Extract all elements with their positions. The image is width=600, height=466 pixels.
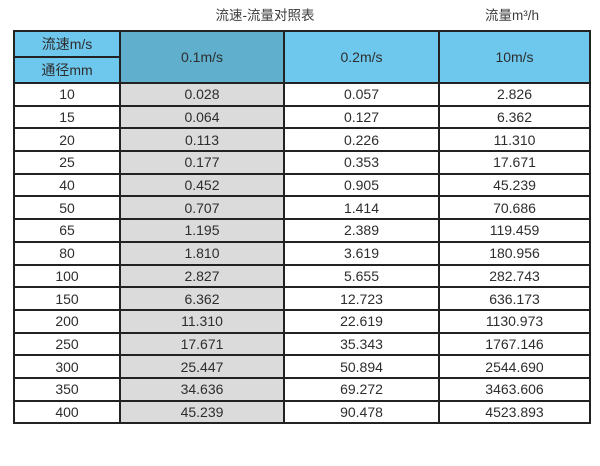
flow-value-cell: 12.723	[283, 286, 440, 311]
table-body: 10 0.028 0.057 2.826 15 0.064 0.127 6.362 20 0.11…	[13, 82, 591, 425]
flow-value-cell: 3463.606	[438, 376, 591, 402]
diameter-cell: 400	[13, 399, 121, 425]
flow-value-cell: 11.310	[438, 127, 591, 153]
table-row: 20 0.113 0.226 11.310	[13, 127, 591, 153]
flow-value-cell: 1.195	[119, 218, 285, 243]
diameter-cell: 350	[13, 376, 121, 402]
table-row: 25 0.177 0.353 17.671	[13, 150, 591, 175]
flow-value-cell: 90.478	[283, 399, 440, 425]
flow-unit-label: 流量m³/h	[485, 8, 539, 23]
table-row: 250 17.671 35.343 1767.146	[13, 331, 591, 357]
column-header-0-2ms: 0.2m/s	[283, 30, 440, 84]
flow-value-cell: 6.362	[438, 104, 591, 130]
table-row: 200 11.310 22.619 1130.973	[13, 308, 591, 334]
flow-value-cell: 0.028	[119, 82, 285, 107]
flow-value-cell: 636.173	[438, 286, 591, 311]
diameter-cell: 80	[13, 240, 121, 266]
header-row-bottom: 通径mm	[13, 56, 590, 84]
flow-value-cell: 5.655	[283, 263, 440, 289]
flow-value-cell: 0.226	[283, 127, 440, 153]
flow-value-cell: 70.686	[438, 195, 591, 221]
diameter-cell: 10	[13, 82, 121, 107]
flow-value-cell: 0.707	[119, 195, 285, 221]
flow-value-cell: 17.671	[119, 331, 285, 357]
diameter-cell: 25	[13, 150, 121, 175]
flow-table-page: 流速-流量对照表 流量m³/h 流速m/s 0.1m/s 0.2m/s 10m/…	[0, 0, 600, 425]
flow-value-cell: 0.057	[283, 82, 440, 107]
flow-value-cell: 282.743	[438, 263, 591, 289]
diameter-cell: 100	[13, 263, 121, 289]
column-header-0-1ms: 0.1m/s	[119, 30, 285, 84]
diameter-cell: 150	[13, 286, 121, 311]
diameter-cell: 40	[13, 172, 121, 198]
flow-value-cell: 0.064	[119, 104, 285, 130]
table-row: 15 0.064 0.127 6.362	[13, 104, 591, 130]
table-row: 40 0.452 0.905 45.239	[13, 172, 591, 198]
flow-value-cell: 11.310	[119, 308, 285, 334]
flow-value-cell: 35.343	[283, 331, 440, 357]
flow-value-cell: 45.239	[119, 399, 285, 425]
flow-value-cell: 0.905	[283, 172, 440, 198]
flow-value-cell: 45.239	[438, 172, 591, 198]
flow-value-cell: 22.619	[283, 308, 440, 334]
table-row: 80 1.810 3.619 180.956	[13, 240, 591, 266]
flow-value-cell: 50.894	[283, 354, 440, 379]
flow-value-cell: 0.113	[119, 127, 285, 153]
flow-value-cell: 17.671	[438, 150, 591, 175]
flow-value-cell: 0.452	[119, 172, 285, 198]
table-title: 流速-流量对照表	[215, 8, 315, 23]
table-row: 50 0.707 1.414 70.686	[13, 195, 591, 221]
table-row: 400 45.239 90.478 4523.893	[13, 399, 591, 425]
diameter-cell: 65	[13, 218, 121, 243]
table-row: 150 6.362 12.723 636.173	[13, 286, 591, 311]
flow-value-cell: 2.827	[119, 263, 285, 289]
flow-value-cell: 2544.690	[438, 354, 591, 379]
flow-value-cell: 1.810	[119, 240, 285, 266]
flow-value-cell: 3.619	[283, 240, 440, 266]
diameter-cell: 15	[13, 104, 121, 130]
diameter-cell: 20	[13, 127, 121, 153]
flow-comparison-table: 流速m/s 0.1m/s 0.2m/s 10m/s 通径mm 10 0.028 0.…	[13, 30, 591, 425]
flow-value-cell: 6.362	[119, 286, 285, 311]
flow-value-cell: 0.127	[283, 104, 440, 130]
flow-value-cell: 119.459	[438, 218, 591, 243]
table-row: 10 0.028 0.057 2.826	[13, 82, 591, 107]
corner-label-velocity: 流速m/s	[13, 30, 121, 58]
flow-value-cell: 4523.893	[438, 399, 591, 425]
table-row: 300 25.447 50.894 2544.690	[13, 354, 591, 379]
flow-value-cell: 0.353	[283, 150, 440, 175]
table-header: 流速m/s 0.1m/s 0.2m/s 10m/s 通径mm	[13, 30, 591, 84]
flow-value-cell: 0.177	[119, 150, 285, 175]
flow-value-cell: 2.389	[283, 218, 440, 243]
flow-value-cell: 1130.973	[438, 308, 591, 334]
table-row: 350 34.636 69.272 3463.606	[13, 376, 591, 402]
flow-value-cell: 25.447	[119, 354, 285, 379]
diameter-cell: 200	[13, 308, 121, 334]
diameter-cell: 300	[13, 354, 121, 379]
corner-label-diameter: 通径mm	[13, 56, 121, 84]
diameter-cell: 50	[13, 195, 121, 221]
table-row: 65 1.195 2.389 119.459	[13, 218, 591, 243]
column-header-10ms: 10m/s	[438, 30, 591, 84]
diameter-cell: 250	[13, 331, 121, 357]
flow-value-cell: 2.826	[438, 82, 591, 107]
flow-value-cell: 1767.146	[438, 331, 591, 357]
flow-value-cell: 1.414	[283, 195, 440, 221]
table-row: 100 2.827 5.655 282.743	[13, 263, 591, 289]
title-bar: 流速-流量对照表 流量m³/h	[0, 0, 600, 29]
header-row-top: 流速m/s 0.1m/s 0.2m/s 10m/s	[13, 30, 591, 84]
flow-value-cell: 180.956	[438, 240, 591, 266]
flow-value-cell: 34.636	[119, 376, 285, 402]
flow-value-cell: 69.272	[283, 376, 440, 402]
